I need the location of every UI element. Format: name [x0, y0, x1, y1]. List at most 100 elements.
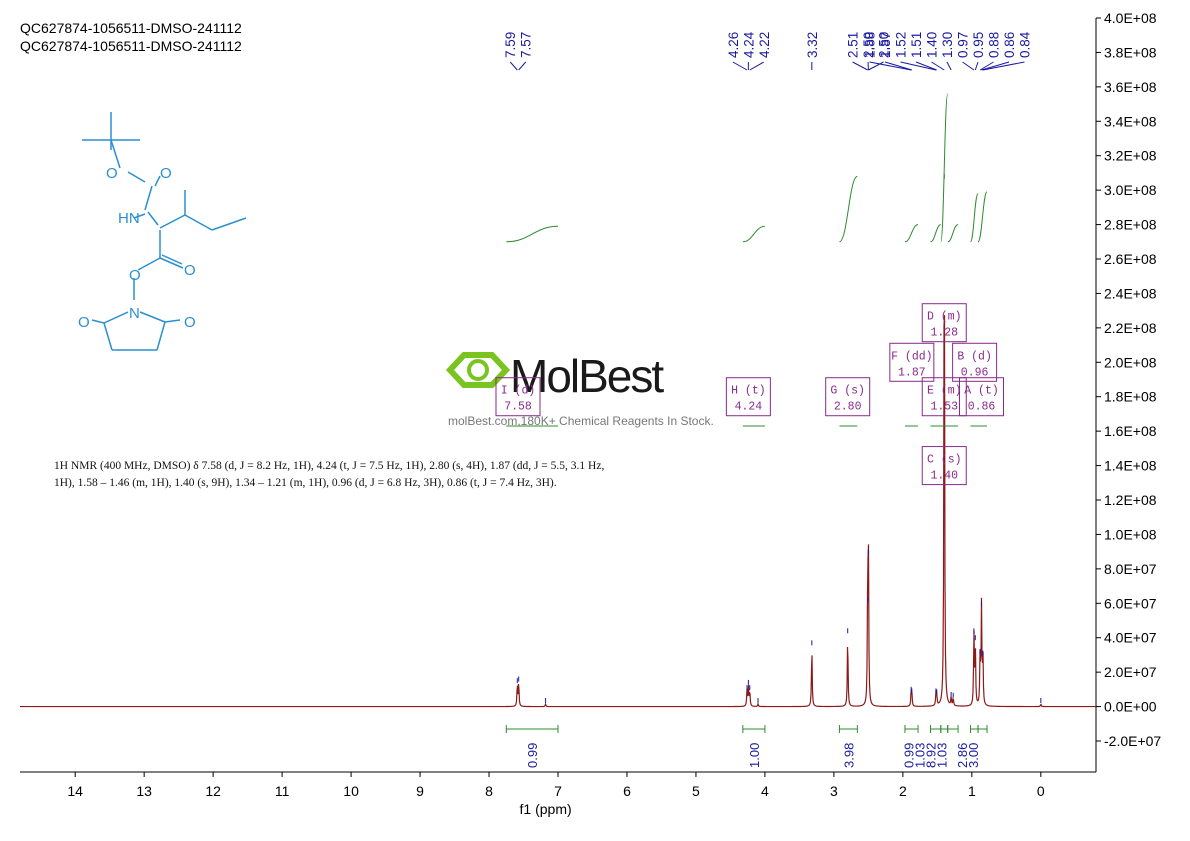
- integral-curve: [930, 224, 942, 243]
- x-tick-label: 6: [623, 783, 631, 799]
- peak-shift-label: 7.57: [519, 32, 534, 58]
- x-tick-label: 7: [554, 783, 562, 799]
- x-tick-label: 14: [67, 783, 83, 799]
- y-tick-label: 1.2E+08: [1104, 492, 1157, 508]
- y-tick-label: 4.0E+08: [1104, 10, 1157, 26]
- multiplet-letter: D (m): [927, 311, 962, 324]
- molecule-atom-labels: O O HN O O O N O: [78, 165, 196, 331]
- peak-leader-line: [732, 61, 748, 71]
- x-tick-label: 13: [136, 783, 152, 799]
- integral-curve: [838, 175, 858, 243]
- peak-leader-line: [518, 61, 527, 71]
- nmr-description: 1H NMR (400 MHz, DMSO) δ 7.58 (d, J = 8.…: [54, 460, 605, 489]
- multiplet-box: [921, 377, 967, 417]
- peak-leader-line: [509, 61, 518, 71]
- svg-text:O: O: [184, 314, 196, 331]
- multiplet-letter: F (dd): [891, 350, 932, 363]
- peak-shift-label: 1.52: [894, 32, 909, 58]
- integral-value-label: 1.03: [912, 743, 927, 768]
- y-tick-label: 8.0E+07: [1104, 561, 1157, 577]
- peak-shift-label: 0.84: [1018, 31, 1033, 58]
- integral-value-label: 2.86: [955, 743, 970, 768]
- x-tick-label: 11: [275, 783, 290, 799]
- multiplet-box: [495, 377, 541, 417]
- peak-shift-label: 1.51: [909, 32, 924, 58]
- y-tick-label: 3.8E+08: [1104, 44, 1157, 60]
- integral-curve: [947, 224, 959, 243]
- peak-shift-label: 2.50: [877, 32, 892, 58]
- y-tick-label: 3.0E+08: [1104, 182, 1157, 198]
- peak-leader-line: [946, 61, 952, 71]
- peak-shift-label: 2.50: [861, 32, 876, 58]
- peak-shift-label: 2.51: [846, 32, 861, 58]
- peak-leader-line: [962, 61, 975, 71]
- peak-shift-label: 0.97: [956, 32, 971, 58]
- peak-shift-label: 1.30: [940, 32, 955, 58]
- multiplet-letter: C (s): [927, 454, 962, 467]
- integral-curve: [969, 193, 979, 243]
- svg-text:O: O: [78, 314, 90, 331]
- multiplet-box: [952, 342, 998, 382]
- peak-shift-label: 0.88: [987, 32, 1002, 58]
- svg-text:O: O: [106, 165, 118, 182]
- y-tick-label: 1.6E+08: [1104, 423, 1157, 439]
- integral-curve: [904, 224, 919, 243]
- multiplet-letter: G (s): [830, 385, 865, 398]
- peak-leader-line: [852, 61, 868, 71]
- y-tick-label: 3.6E+08: [1104, 79, 1157, 95]
- molecule-structure: [82, 112, 247, 351]
- sample-id-line-2: QC627874-1056511-DMSO-241112: [20, 38, 242, 54]
- x-tick-label: 4: [761, 783, 769, 799]
- y-tick-label: -2.0E+07: [1104, 733, 1161, 749]
- svg-text:N: N: [129, 305, 140, 322]
- multiplet-box: [921, 303, 967, 343]
- multiplet-shift: 1.87: [898, 366, 926, 379]
- multiplet-shift: 7.58: [504, 401, 532, 414]
- x-tick-label: 5: [692, 783, 700, 799]
- integral-value-label: 0.99: [901, 743, 916, 768]
- plot-area: 14 13 12 11 10 9 8 7 6 5 4 3 2 1 0f1 (ppm)-2.0E+070.0E…: [20, 10, 1161, 817]
- peak-leader-line: [974, 61, 979, 71]
- peak-shift-label: 1.40: [925, 32, 940, 58]
- y-tick-label: 0.0E+00: [1104, 699, 1157, 715]
- multiplet-shift: 0.86: [968, 401, 996, 414]
- peak-shift-label: 1.87: [878, 32, 893, 58]
- multiplet-letter: E (m): [927, 385, 962, 398]
- molbest-watermark: MolBest molBest.com,180K+ Chemical Reage…: [445, 350, 714, 428]
- peak-leader-line: [979, 61, 994, 71]
- svg-text:O: O: [129, 267, 141, 284]
- peak-leader-line: [931, 61, 945, 71]
- multiplet-box: [921, 446, 967, 486]
- x-tick-label: 12: [205, 783, 221, 799]
- x-axis-label: f1 (ppm): [520, 801, 572, 817]
- peak-leader-line: [981, 61, 1010, 71]
- integral-value-label: 1.00: [747, 743, 762, 768]
- multiplet-shift: 2.80: [834, 401, 862, 414]
- y-tick-label: 2.4E+08: [1104, 285, 1157, 301]
- integral-curve: [742, 225, 765, 243]
- multiplet-letter: B (d): [957, 350, 992, 363]
- spectrum-line: [20, 315, 1096, 708]
- multiplet-box: [825, 377, 871, 417]
- peak-shift-label: 4.24: [741, 31, 756, 58]
- svg-text:HN: HN: [118, 210, 140, 227]
- multiplet-letter: H (t): [731, 385, 766, 398]
- multiplet-letter: I (d): [501, 385, 536, 398]
- sample-id-line-1: QC627874-1056511-DMSO-241112: [20, 20, 242, 36]
- peak-leader-line: [884, 61, 912, 71]
- molbest-logo-icon: [445, 352, 511, 388]
- y-tick-label: 1.4E+08: [1104, 458, 1157, 474]
- x-tick-label: 0: [1037, 783, 1045, 799]
- integral-value-label: 8.92: [924, 743, 939, 768]
- x-tick-label: 3: [830, 783, 838, 799]
- peak-shift-label: 4.26: [726, 32, 741, 58]
- integral-curve: [506, 225, 559, 243]
- y-tick-label: 6.0E+07: [1104, 595, 1157, 611]
- peak-leader-line: [868, 61, 884, 71]
- y-tick-label: 2.6E+08: [1104, 251, 1157, 267]
- multiplet-shift: 0.96: [961, 366, 989, 379]
- y-tick-label: 2.2E+08: [1104, 320, 1157, 336]
- y-tick-label: 2.8E+08: [1104, 217, 1157, 233]
- integral-value-label: 0.99: [525, 743, 540, 768]
